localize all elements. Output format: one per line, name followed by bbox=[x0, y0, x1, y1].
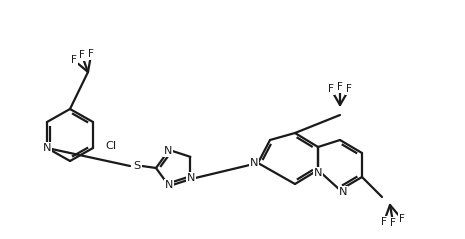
Text: F: F bbox=[337, 82, 343, 92]
Text: N: N bbox=[250, 158, 258, 168]
Text: S: S bbox=[133, 161, 140, 171]
Text: N: N bbox=[314, 168, 322, 178]
Text: F: F bbox=[390, 218, 396, 228]
Text: F: F bbox=[346, 84, 352, 94]
Text: F: F bbox=[88, 49, 94, 59]
Text: N: N bbox=[339, 187, 347, 197]
Text: F: F bbox=[399, 214, 405, 224]
Text: F: F bbox=[71, 55, 77, 65]
Text: Cl: Cl bbox=[106, 141, 117, 151]
Text: N: N bbox=[165, 180, 173, 190]
Text: N: N bbox=[43, 143, 51, 153]
Text: N: N bbox=[187, 173, 196, 183]
Text: N: N bbox=[164, 146, 173, 156]
Text: F: F bbox=[381, 217, 387, 227]
Text: F: F bbox=[79, 50, 85, 60]
Text: F: F bbox=[328, 84, 334, 94]
